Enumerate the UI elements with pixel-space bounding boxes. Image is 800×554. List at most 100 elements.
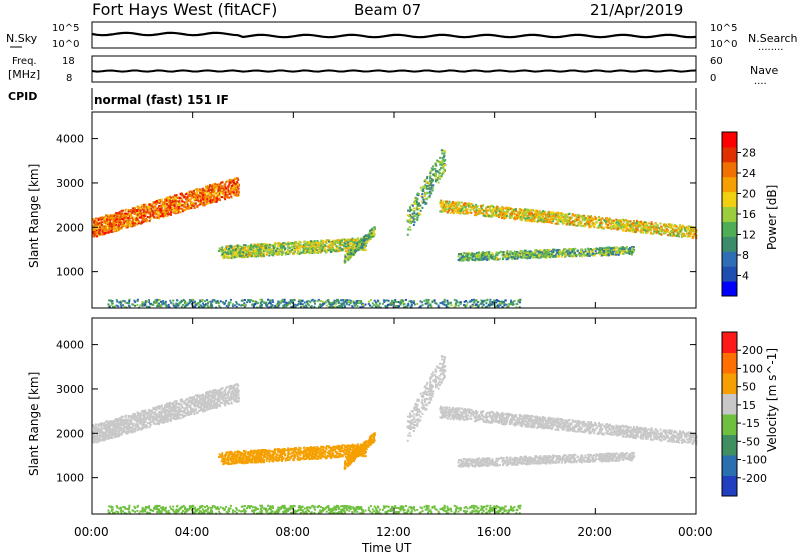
power-cell (187, 194, 190, 197)
power-cell (280, 301, 283, 304)
power-cell (610, 228, 613, 231)
power-cell (524, 208, 527, 211)
power-cell (161, 214, 164, 217)
power-cell (224, 185, 227, 188)
power-cell (612, 225, 615, 228)
power-cell (267, 251, 270, 254)
power-cell (204, 195, 207, 198)
power-cell (652, 224, 655, 227)
power-cell (607, 218, 610, 221)
power-cell (535, 210, 538, 213)
power-cell (232, 249, 235, 252)
power-cell (329, 249, 332, 252)
power-cell (622, 224, 625, 227)
power-cell (321, 247, 324, 250)
power-cell (589, 217, 592, 220)
power-cell (501, 208, 504, 211)
power-cell (446, 208, 449, 211)
power-heatmap (92, 149, 698, 309)
power-cell (453, 210, 456, 213)
power-cell (221, 196, 224, 199)
power-cell (619, 223, 622, 226)
power-cell (475, 207, 478, 210)
power-cell (266, 244, 269, 247)
power-cell (203, 203, 206, 206)
power-cell (233, 246, 236, 249)
power-cell (136, 205, 139, 208)
power-cell (485, 215, 488, 218)
power-cell (568, 218, 571, 221)
power-cell (462, 255, 465, 258)
power-cell (192, 204, 195, 207)
power-cell (238, 252, 241, 255)
power-cell (568, 223, 571, 226)
power-cell (365, 234, 368, 237)
power-cell (238, 244, 241, 247)
power-cell (571, 248, 574, 251)
power-cell (188, 190, 191, 193)
power-cell (95, 222, 98, 225)
power-cell (357, 244, 360, 247)
power-cell (501, 205, 504, 208)
power-cell (530, 212, 533, 215)
power-cell (577, 253, 580, 256)
power-cell (682, 234, 685, 237)
power-cell (305, 242, 308, 245)
power-cell (217, 188, 220, 191)
power-cell (599, 247, 602, 250)
power-cell (216, 186, 219, 189)
power-cell (550, 213, 553, 216)
power-cell (600, 219, 603, 222)
power-cell (513, 251, 516, 254)
power-cell (692, 228, 695, 231)
power-cell (94, 223, 97, 226)
noise-right-label: N.Search (748, 32, 798, 45)
power-cell (476, 256, 479, 259)
power-cell (606, 219, 609, 222)
power-cell (173, 210, 176, 213)
power-cell (547, 250, 550, 253)
power-cell (464, 209, 467, 212)
power-cell (320, 246, 323, 249)
power-cell (347, 247, 350, 250)
power-cell (354, 239, 357, 242)
power-cell (134, 212, 137, 215)
power-cell (611, 226, 614, 229)
power-cell (341, 243, 344, 246)
power-cell (467, 256, 470, 259)
power-cell (279, 249, 282, 252)
power-cell (657, 230, 660, 233)
power-cell (167, 206, 170, 209)
power-cell (462, 251, 465, 254)
power-cell (227, 249, 230, 252)
power-cell (202, 202, 205, 205)
power-cell (486, 298, 489, 301)
power-cell (528, 254, 531, 257)
power-cell (543, 252, 546, 255)
power-cell (564, 220, 567, 223)
power-cell (110, 225, 113, 228)
power-cell (679, 224, 682, 227)
power-cell (250, 248, 253, 251)
power-cell (540, 213, 543, 216)
power-cell (252, 248, 255, 251)
power-cell (544, 250, 547, 253)
power-cell (629, 227, 632, 230)
power-cell (330, 242, 333, 245)
power-cell (202, 198, 205, 201)
power-cell (174, 197, 177, 200)
power-cell (617, 227, 620, 230)
power-cell (591, 217, 594, 220)
power-cell (560, 255, 563, 258)
power-cell (453, 202, 456, 205)
power-cell (318, 244, 321, 247)
power-cell (130, 220, 133, 223)
power-cell (520, 255, 523, 258)
power-cell (618, 221, 621, 224)
power-cell (349, 253, 352, 256)
power-cell (230, 195, 233, 198)
power-cell (525, 210, 528, 213)
power-cell (503, 217, 506, 220)
power-cell (140, 222, 143, 225)
power-cell (491, 257, 494, 260)
